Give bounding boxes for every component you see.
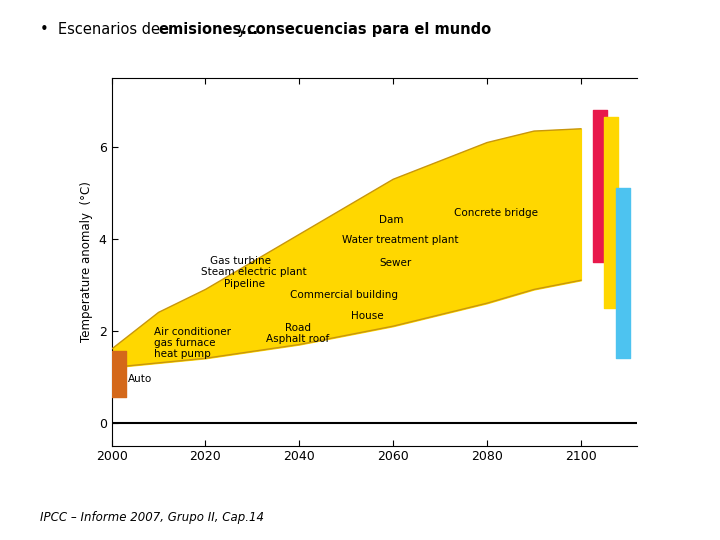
Text: consecuencias para el mundo: consecuencias para el mundo (247, 22, 491, 37)
Text: Auto: Auto (128, 374, 152, 384)
Text: Asphalt roof: Asphalt roof (266, 334, 330, 344)
Text: House: House (351, 311, 384, 321)
Text: gas furnace: gas furnace (154, 338, 215, 348)
Text: Steam electric plant: Steam electric plant (201, 267, 307, 278)
Text: Concrete bridge: Concrete bridge (454, 208, 538, 218)
Text: Commercial building: Commercial building (290, 291, 398, 300)
Text: y: y (233, 22, 251, 37)
Text: Water treatment plant: Water treatment plant (341, 235, 458, 245)
Text: heat pump: heat pump (154, 349, 210, 359)
Text: emisiones...: emisiones... (158, 22, 258, 37)
Text: IPCC – Informe 2007, Grupo II, Cap.14: IPCC – Informe 2007, Grupo II, Cap.14 (40, 511, 264, 524)
Y-axis label: Temperature anomaly  (°C): Temperature anomaly (°C) (80, 181, 93, 342)
Text: Gas turbine: Gas turbine (210, 256, 271, 266)
Text: Sewer: Sewer (379, 258, 411, 268)
Text: Dam: Dam (379, 215, 404, 225)
Text: •  Escenarios de: • Escenarios de (40, 22, 164, 37)
Text: Road: Road (285, 322, 311, 333)
Text: Pipeline: Pipeline (224, 279, 265, 289)
Text: Air conditioner: Air conditioner (154, 327, 231, 336)
